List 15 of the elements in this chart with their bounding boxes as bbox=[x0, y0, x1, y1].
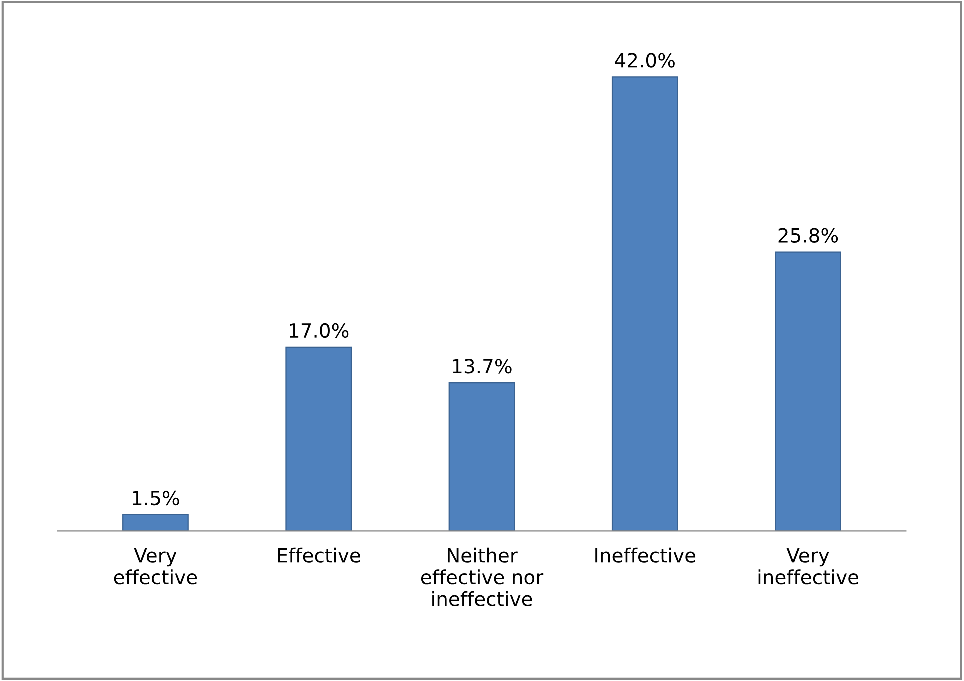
bar bbox=[286, 346, 352, 532]
bar bbox=[612, 76, 678, 532]
x-tick-label: Neither effective nor ineffective bbox=[421, 548, 544, 606]
data-label: 42.0% bbox=[615, 53, 675, 68]
bar bbox=[122, 514, 189, 532]
x-tick-label: Very effective bbox=[114, 548, 198, 585]
bar bbox=[448, 382, 516, 532]
data-label: 1.5% bbox=[133, 490, 180, 506]
data-label: 17.0% bbox=[290, 323, 349, 338]
x-tick-label: Very ineffective bbox=[758, 548, 859, 585]
bar bbox=[775, 252, 842, 532]
data-label: 13.7% bbox=[453, 359, 512, 374]
x-tick-label: Effective bbox=[278, 548, 360, 563]
x-tick-label: Ineffective bbox=[596, 548, 696, 563]
data-label: 25.8% bbox=[778, 228, 838, 243]
